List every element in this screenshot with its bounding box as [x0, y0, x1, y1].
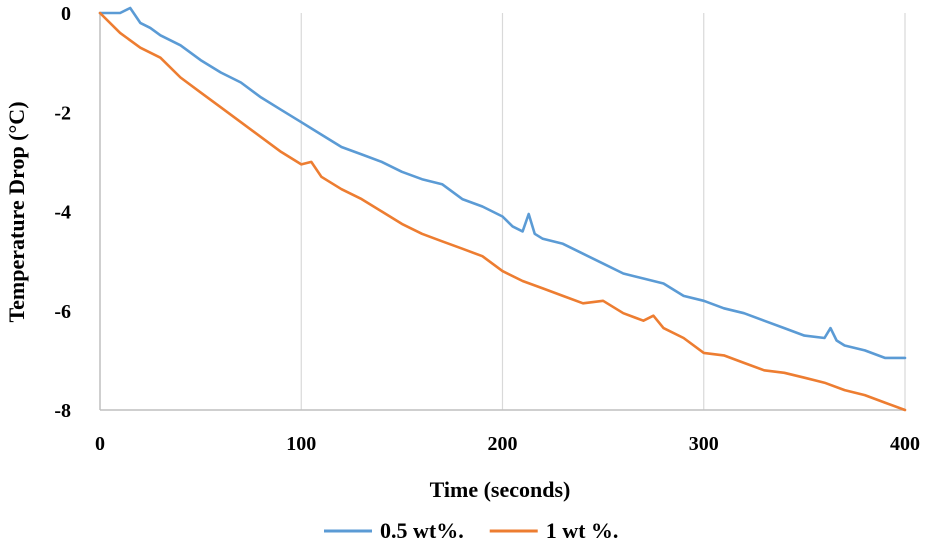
x-tick-label: 400: [890, 433, 920, 455]
x-tick-label: 100: [286, 433, 316, 455]
legend-label-2: 1 wt %.: [546, 518, 619, 543]
y-tick-label: -8: [54, 400, 71, 422]
y-tick-label: -4: [54, 202, 71, 224]
y-tick-label: -2: [54, 102, 71, 124]
legend: 0.5 wt%. 1 wt %.: [324, 518, 618, 543]
y-axis-title: Temperature Drop (°C): [4, 101, 29, 322]
y-tick-label: 0: [61, 3, 71, 25]
series-line-1: [98, 6, 907, 360]
x-tick-label: 200: [488, 433, 518, 455]
series-lines: [98, 6, 907, 412]
axes: [99, 13, 905, 411]
x-tick-labels: 0 100 200 300 400: [95, 433, 920, 455]
x-axis-title: Time (seconds): [430, 477, 571, 502]
series-line-2: [98, 11, 907, 412]
x-tick-label: 0: [95, 433, 105, 455]
x-tick-label: 300: [689, 433, 719, 455]
y-tick-label: -6: [54, 301, 71, 323]
legend-label-1: 0.5 wt%.: [380, 518, 464, 543]
y-tick-labels: 0 -2 -4 -6 -8: [54, 3, 71, 422]
grid-lines: [300, 13, 906, 410]
